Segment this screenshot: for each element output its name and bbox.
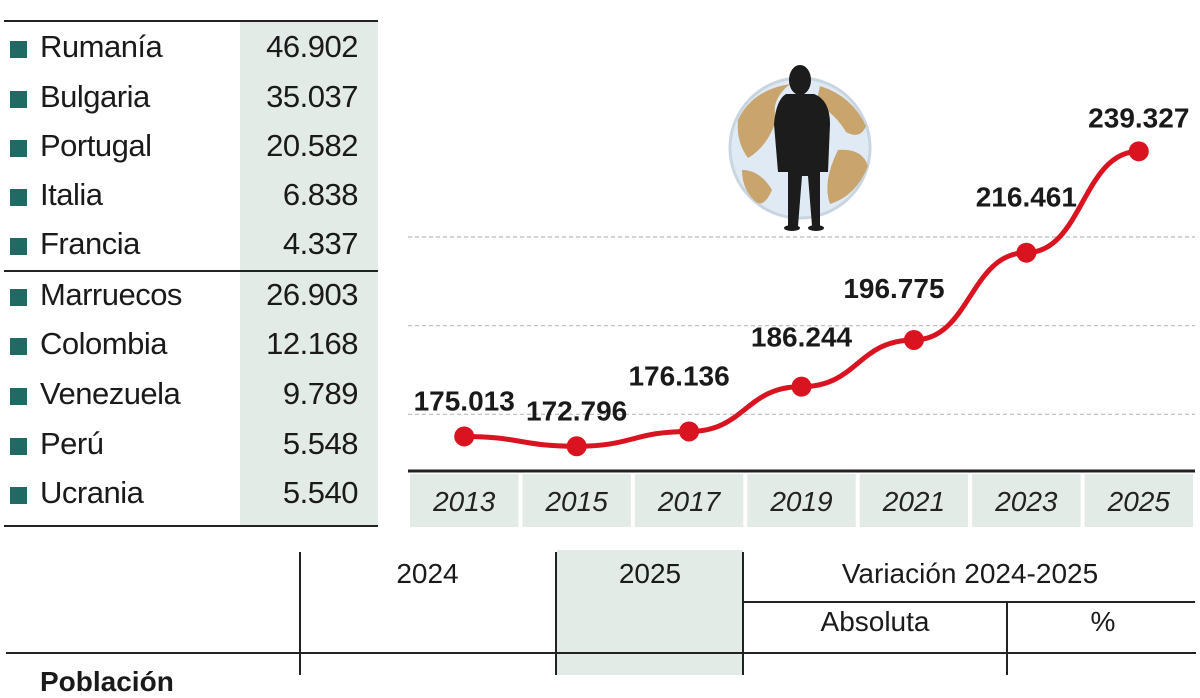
- x-tick-label: 2017: [657, 486, 722, 517]
- country-value: 26.903: [266, 277, 358, 312]
- x-tick-cell: [1084, 474, 1193, 527]
- legend-square: [10, 91, 27, 108]
- x-tick-label: 2025: [1107, 486, 1171, 517]
- table-row: Colombia 12.168: [4, 319, 378, 369]
- country-value: 12.168: [266, 326, 358, 361]
- table-row: Marruecos 26.903: [4, 270, 378, 320]
- header-percent: %: [1090, 606, 1116, 637]
- data-point: [454, 426, 475, 447]
- country-name: Marruecos: [40, 277, 182, 312]
- data-point: [903, 329, 924, 350]
- data-label: 239.327: [1088, 102, 1189, 133]
- column-divider: [299, 552, 301, 675]
- legend-square: [10, 438, 27, 455]
- table-top-rule: [4, 20, 378, 22]
- country-value: 5.548: [282, 426, 359, 461]
- grid-lines: [408, 236, 1195, 415]
- legend-square: [10, 189, 27, 206]
- table-row: Perú 5.548: [4, 419, 378, 469]
- x-tick-cell: [522, 474, 631, 527]
- header-2024: 2024: [396, 558, 459, 589]
- x-tick-label: 2019: [769, 486, 832, 517]
- table-row: Venezuela 9.789: [4, 369, 378, 419]
- country-value: 5.540: [282, 475, 359, 510]
- column-2025-shade: [557, 550, 743, 675]
- x-tick-cell: [410, 474, 519, 527]
- detail-table: 2024 2025 Variación 2024-2025 Absoluta %…: [0, 548, 1200, 697]
- country-name: Francia: [40, 226, 140, 261]
- country-value: 46.902: [266, 29, 358, 64]
- table-row: Portugal 20.582: [4, 121, 378, 171]
- header-bottom-rule: [6, 652, 1196, 654]
- country-value: 35.037: [266, 79, 358, 114]
- header-variation: Variación 2024-2025: [841, 558, 1099, 589]
- header-2025: 2025: [618, 558, 682, 589]
- country-name: Ucrania: [40, 475, 144, 510]
- x-axis: 2013 2015 2017 2019 2021 2023 2025: [408, 469, 1195, 527]
- table-bottom-rule: [4, 525, 378, 527]
- row-label: Población: [40, 666, 174, 697]
- x-tick-cell: [634, 474, 744, 527]
- table-row: Francia 4.337: [4, 219, 378, 269]
- x-tick-label: 2021: [882, 486, 945, 517]
- data-point: [679, 421, 700, 442]
- data-point: [1128, 141, 1149, 162]
- data-point: [791, 376, 812, 397]
- table-group-rule: [4, 270, 378, 272]
- header-absolute: Absoluta: [820, 606, 930, 637]
- x-tick-label: 2023: [994, 486, 1058, 517]
- person-globe-icon: [728, 65, 872, 231]
- column-divider: [1006, 602, 1008, 675]
- header-rule: [743, 601, 1195, 603]
- column-divider: [742, 552, 744, 675]
- x-tick-label: 2013: [432, 486, 496, 517]
- column-divider: [555, 552, 557, 675]
- data-label: 186.244: [751, 322, 853, 353]
- data-point: [1016, 242, 1037, 263]
- country-name: Venezuela: [40, 376, 181, 411]
- data-label: 172.796: [526, 395, 627, 426]
- country-name: Portugal: [40, 128, 152, 163]
- country-value: 9.789: [282, 376, 359, 411]
- data-point: [566, 436, 587, 457]
- country-value: 6.838: [282, 177, 359, 212]
- legend-square: [10, 388, 27, 405]
- table-row: Italia 6.838: [4, 170, 378, 220]
- legend-square: [10, 238, 27, 255]
- table-row: Ucrania 5.540: [4, 468, 378, 518]
- data-label: 176.136: [628, 360, 729, 391]
- country-name: Bulgaria: [40, 79, 150, 114]
- data-label: 175.013: [414, 385, 515, 416]
- x-tick-label: 2015: [544, 486, 608, 517]
- legend-square: [10, 487, 27, 504]
- line-chart: 2013 2015 2017 2019 2021 2023 2025 175.013 172.…: [408, 65, 1195, 527]
- country-name: Italia: [40, 177, 103, 212]
- table-row: Rumanía 46.902: [4, 22, 378, 72]
- x-tick-cell: [747, 474, 856, 527]
- table-row: Bulgaria 35.037: [4, 72, 378, 122]
- data-label: 196.775: [843, 273, 944, 304]
- country-value: 20.582: [266, 128, 358, 163]
- x-tick-cell: [859, 474, 969, 527]
- country-name: Colombia: [40, 326, 167, 361]
- legend-square: [10, 289, 27, 306]
- legend-square: [10, 338, 27, 355]
- country-name: Rumanía: [40, 29, 163, 64]
- x-tick-cell: [972, 474, 1081, 527]
- legend-square: [10, 140, 27, 157]
- values-column-shade: [240, 20, 378, 526]
- data-label: 216.461: [976, 182, 1077, 213]
- legend-square: [10, 41, 27, 58]
- country-value: 4.337: [282, 226, 359, 261]
- country-name: Perú: [40, 426, 104, 461]
